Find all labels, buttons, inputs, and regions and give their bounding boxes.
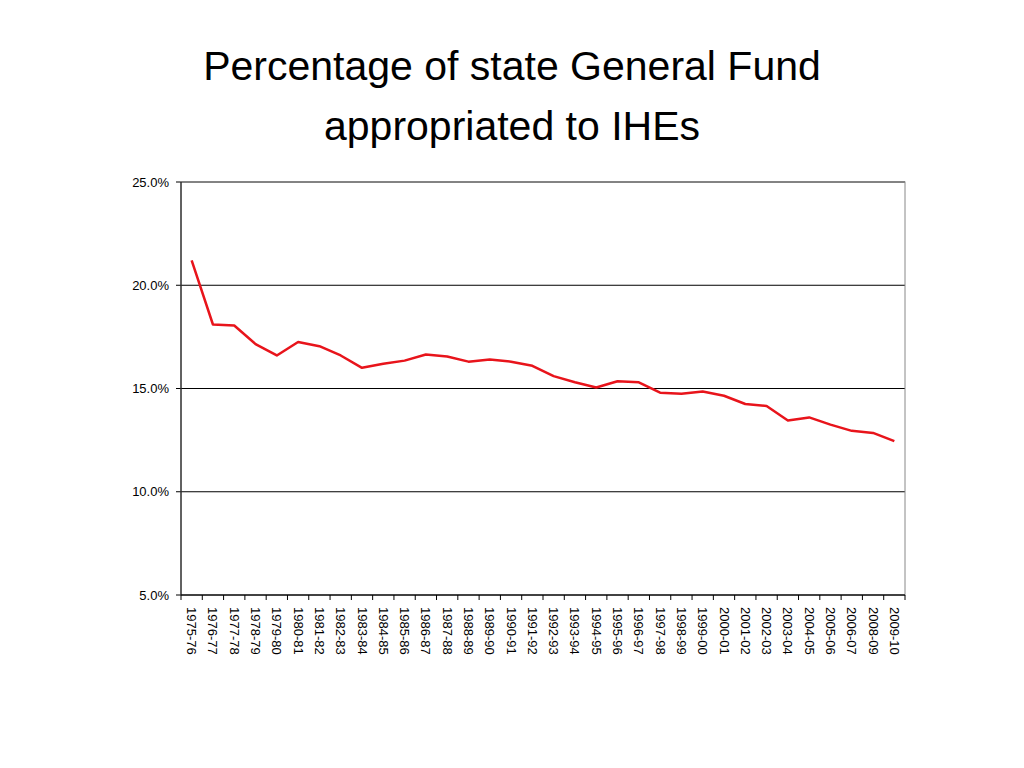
x-tick-label: 1991-92 bbox=[525, 607, 540, 655]
x-tick-label: 1998-99 bbox=[674, 607, 689, 655]
x-tick bbox=[500, 595, 501, 600]
x-tick bbox=[415, 595, 416, 600]
grid-line bbox=[181, 491, 905, 492]
x-tick-label: 1999-00 bbox=[695, 607, 710, 655]
y-tick bbox=[176, 388, 181, 389]
data-line bbox=[192, 260, 895, 441]
x-tick-label: 2004-05 bbox=[802, 607, 817, 655]
y-axis bbox=[181, 182, 182, 595]
x-tick bbox=[244, 595, 245, 600]
x-tick-label: 2009-10 bbox=[887, 607, 902, 655]
x-tick-label: 1980-81 bbox=[291, 607, 306, 655]
x-tick bbox=[330, 595, 331, 600]
y-tick-label: 5.0% bbox=[139, 588, 169, 603]
x-tick bbox=[393, 595, 394, 600]
x-tick bbox=[755, 595, 756, 600]
x-tick-label: 2001-02 bbox=[738, 607, 753, 655]
x-tick bbox=[670, 595, 671, 600]
grid-line bbox=[181, 388, 905, 389]
x-tick bbox=[564, 595, 565, 600]
x-tick-label: 1986-87 bbox=[418, 607, 433, 655]
chart-svg: 5.0% 10.0% 15.0% 20.0% 25.0% 1975-76 1976-77 19… bbox=[0, 0, 1024, 768]
x-tick bbox=[883, 595, 884, 600]
y-tick-label: 25.0% bbox=[132, 175, 169, 190]
x-tick bbox=[606, 595, 607, 600]
x-tick bbox=[798, 595, 799, 600]
x-tick-label: 1978-79 bbox=[248, 607, 263, 655]
x-tick bbox=[649, 595, 650, 600]
x-tick-label: 2005-06 bbox=[823, 607, 838, 655]
x-tick bbox=[713, 595, 714, 600]
x-tick-label: 1989-90 bbox=[482, 607, 497, 655]
x-tick-label: 1981-82 bbox=[312, 607, 327, 655]
x-tick bbox=[202, 595, 203, 600]
x-tick bbox=[585, 595, 586, 600]
chart-title: Percentage of state General Fund appropr… bbox=[142, 36, 882, 156]
y-tick-label: 10.0% bbox=[132, 484, 169, 499]
x-tick bbox=[734, 595, 735, 600]
x-tick bbox=[862, 595, 863, 600]
x-tick bbox=[436, 595, 437, 600]
x-tick-label: 1997-98 bbox=[653, 607, 668, 655]
y-tick bbox=[176, 491, 181, 492]
x-tick-label: 1979-80 bbox=[269, 607, 284, 655]
x-tick bbox=[266, 595, 267, 600]
y-tick bbox=[176, 182, 181, 183]
x-tick-label: 1983-84 bbox=[355, 607, 370, 655]
x-tick-label: 1985-86 bbox=[397, 607, 412, 655]
x-tick-label: 1993-94 bbox=[567, 607, 582, 655]
x-tick bbox=[543, 595, 544, 600]
x-tick-label: 2003-04 bbox=[780, 607, 795, 655]
x-tick-label: 2006-07 bbox=[844, 607, 859, 655]
x-tick bbox=[181, 595, 182, 600]
x-tick-label: 1990-91 bbox=[504, 607, 519, 655]
x-tick bbox=[479, 595, 480, 600]
x-tick-label: 1975-76 bbox=[184, 607, 199, 655]
x-tick-label: 1984-85 bbox=[376, 607, 391, 655]
x-tick bbox=[308, 595, 309, 600]
y-tick-label: 20.0% bbox=[132, 278, 169, 293]
x-tick-label: 1977-78 bbox=[227, 607, 242, 655]
x-tick bbox=[223, 595, 224, 600]
x-tick bbox=[905, 595, 906, 600]
x-tick bbox=[628, 595, 629, 600]
x-tick-label: 1996-97 bbox=[631, 607, 646, 655]
x-tick-label: 2008-09 bbox=[866, 607, 881, 655]
x-tick-label: 2000-01 bbox=[717, 607, 732, 655]
x-tick-label: 1988-89 bbox=[461, 607, 476, 655]
x-tick bbox=[287, 595, 288, 600]
x-tick-label: 1976-77 bbox=[205, 607, 220, 655]
x-tick-label: 1992-93 bbox=[546, 607, 561, 655]
x-tick-label: 1994-95 bbox=[589, 607, 604, 655]
y-tick-label: 15.0% bbox=[132, 381, 169, 396]
x-tick-label: 2002-03 bbox=[759, 607, 774, 655]
x-tick bbox=[841, 595, 842, 600]
x-tick-label: 1982-83 bbox=[333, 607, 348, 655]
x-tick-label: 1987-88 bbox=[440, 607, 455, 655]
x-tick bbox=[692, 595, 693, 600]
y-tick bbox=[176, 595, 181, 596]
x-tick bbox=[777, 595, 778, 600]
x-tick bbox=[819, 595, 820, 600]
plot-area bbox=[192, 260, 895, 441]
plot-frame bbox=[181, 182, 905, 595]
x-tick bbox=[521, 595, 522, 600]
x-tick bbox=[457, 595, 458, 600]
x-tick-label: 1995-96 bbox=[610, 607, 625, 655]
grid-line bbox=[181, 285, 905, 286]
x-tick bbox=[372, 595, 373, 600]
x-tick bbox=[351, 595, 352, 600]
y-tick bbox=[176, 285, 181, 286]
